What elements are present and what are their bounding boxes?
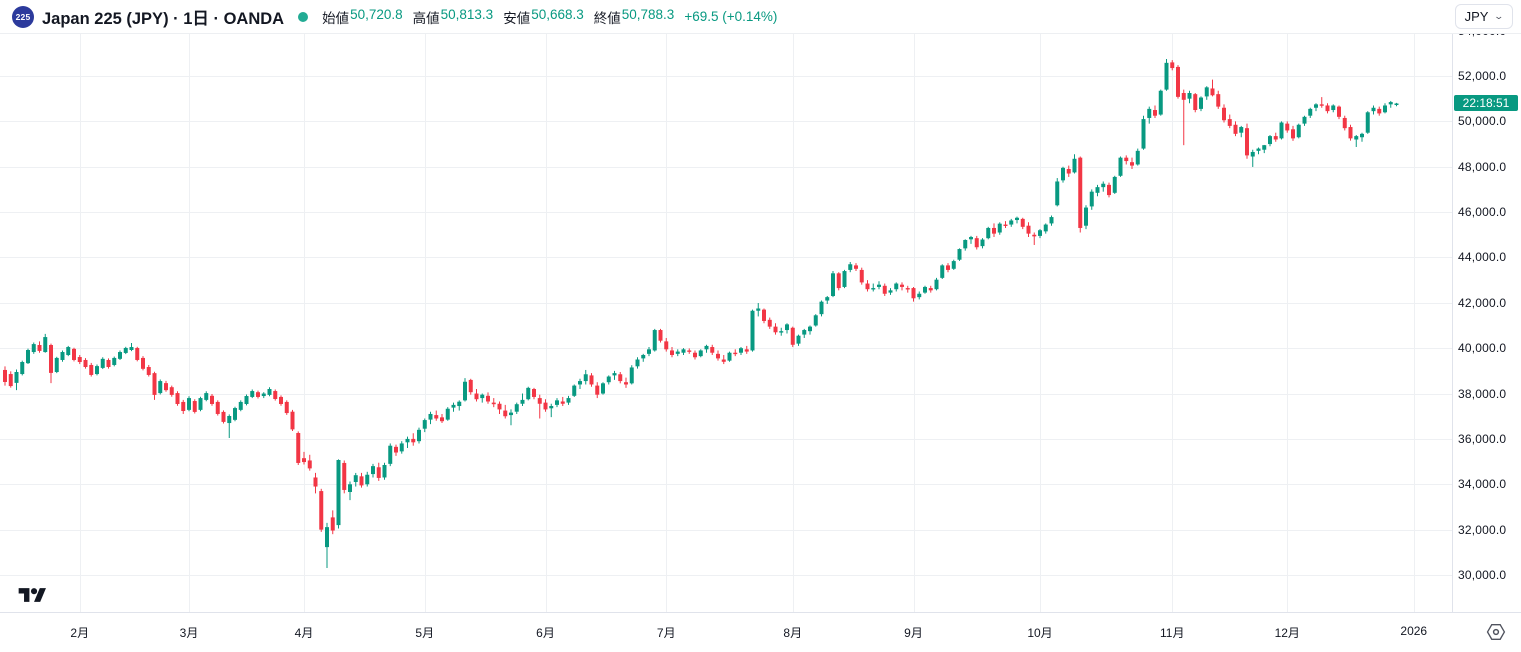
- time-axis-label: 3月: [179, 626, 199, 640]
- currency-dropdown[interactable]: JPY ⌄: [1454, 4, 1513, 29]
- close-label: 終値: [593, 10, 621, 26]
- price-axis-label: 36,000.0: [1458, 431, 1507, 446]
- price-axis[interactable]: 22:18:51 54,000.0 52,000.0 50,000.0 48,000.…: [1453, 33, 1521, 612]
- symbol-logo: 225: [12, 5, 34, 28]
- currency-label: JPY: [1464, 9, 1489, 24]
- low-value: 50,668.3: [531, 6, 584, 22]
- time-axis-label: 2026: [1400, 624, 1428, 638]
- high-label: 高値: [412, 10, 440, 26]
- chevron-down-icon: ⌄: [1493, 11, 1505, 21]
- price-axis-label: 50,000.0: [1458, 114, 1507, 129]
- time-axis-label: 4月: [294, 626, 314, 640]
- price-axis-label: 30,000.0: [1458, 568, 1507, 582]
- chart-header: 225 Japan 225 (JPY) · 1日 · OANDA 始値 50,72…: [0, 0, 1521, 34]
- hexagon-settings-icon[interactable]: [1485, 621, 1507, 643]
- bar-countdown-badge: 22:18:51: [1454, 95, 1518, 112]
- high-value: 50,813.3: [440, 6, 494, 22]
- price-axis-label: 52,000.0: [1458, 68, 1507, 83]
- time-axis-label: 11月: [1160, 626, 1185, 640]
- price-axis-label: 46,000.0: [1458, 205, 1507, 220]
- market-status-dot-icon: [298, 11, 309, 22]
- time-axis-label: 2月: [70, 626, 90, 640]
- symbol-title: Japan 225 (JPY) · 1日 · OANDA: [42, 9, 285, 28]
- price-axis-label: 42,000.0: [1458, 295, 1507, 310]
- time-axis-label: 7月: [656, 626, 676, 640]
- price-axis-label: 40,000.0: [1458, 341, 1507, 356]
- time-axis-label: 8月: [783, 626, 803, 640]
- close-value: 50,788.3: [621, 6, 675, 22]
- price-axis-border: [1452, 0, 1453, 612]
- price-axis-label: 32,000.0: [1458, 522, 1507, 537]
- price-axis-label: 54,000.0: [1458, 33, 1506, 38]
- symbol-legend[interactable]: 225 Japan 225 (JPY) · 1日 · OANDA 始値 50,72…: [0, 5, 777, 29]
- tradingview-logo[interactable]: [16, 585, 49, 605]
- time-axis-label: 10月: [1027, 626, 1053, 640]
- time-axis-label: 5月: [415, 626, 435, 640]
- low-label: 安値: [503, 10, 531, 26]
- time-axis-label: 12月: [1274, 626, 1300, 640]
- open-value: 50,720.8: [350, 6, 403, 22]
- time-axis-label: 9月: [904, 626, 923, 640]
- price-axis-label: 48,000.0: [1458, 159, 1507, 174]
- price-axis-label: 38,000.0: [1458, 386, 1507, 401]
- ohlc-values: 始値 50,720.8 高値 50,813.3 安値 50,668.3 終値 50,78…: [322, 7, 777, 27]
- open-label: 始値: [322, 10, 350, 26]
- price-axis-label: 44,000.0: [1458, 250, 1507, 265]
- time-axis-label: 6月: [536, 626, 555, 640]
- change-value: +69.5 (+0.14%): [684, 9, 778, 24]
- time-axis[interactable]: 2月 3月 4月 5月 6月 7月 8月 9月 10月 11月 12月 2026: [0, 612, 1521, 647]
- price-axis-label: 34,000.0: [1458, 477, 1507, 492]
